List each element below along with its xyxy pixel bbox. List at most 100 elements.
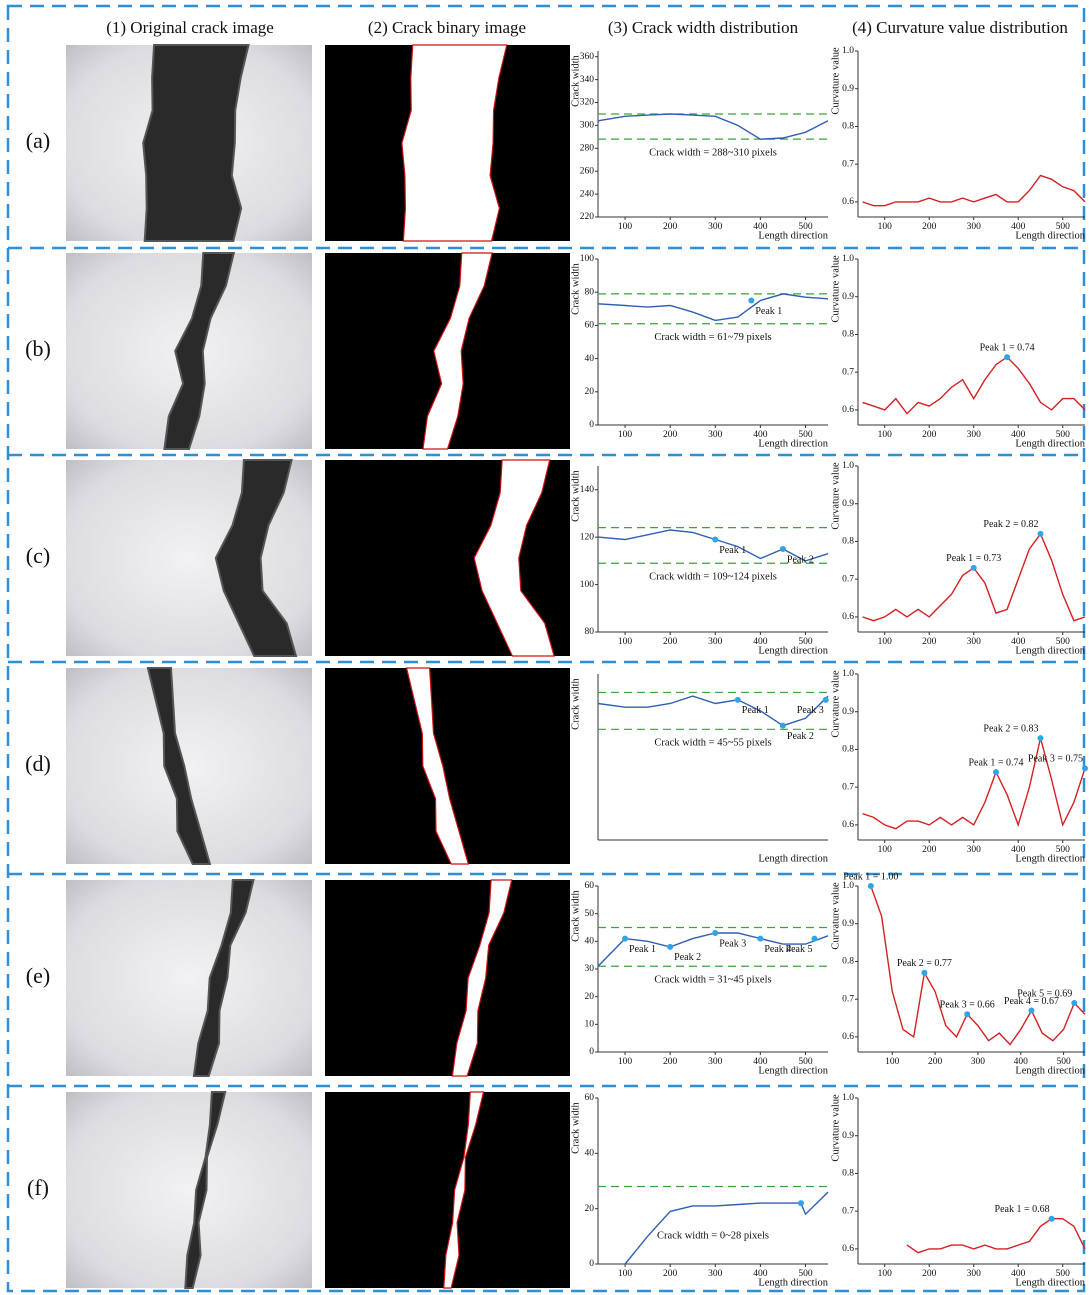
y-axis-label: Crack width [570,677,581,729]
x-tick-label: 400 [1011,845,1026,855]
x-tick-label: 100 [885,1057,900,1067]
peak-marker [921,969,928,976]
y-axis-label: Curvature value [830,670,841,738]
peak-label: Peak 1 = 1.00 [843,871,898,882]
x-tick-label: 400 [753,1269,768,1279]
crack-photo-crack [192,879,255,1077]
x-tick-label: 200 [663,637,678,647]
y-tick-label: 0.6 [842,405,854,415]
y-axis-label: Crack width [570,54,581,106]
x-tick-label: 400 [1011,637,1026,647]
binary-image [325,880,570,1076]
y-tick-label: 0.7 [842,994,854,1004]
peak-marker [757,935,764,942]
y-tick-label: 0.9 [842,84,854,94]
x-tick-label: 200 [663,1269,678,1279]
y-tick-label: 80 [585,287,595,297]
peak-marker [1048,1215,1055,1222]
x-axis-label: Length direction [758,230,828,241]
y-tick-label: 50 [585,909,595,919]
x-tick-label: 300 [967,222,982,232]
y-tick-label: 0.7 [842,1206,854,1216]
x-tick-label: 500 [1056,430,1071,440]
x-axis-label: Length direction [758,645,828,656]
y-tick-label: 1.0 [842,46,854,56]
x-tick-label: 100 [618,1057,633,1067]
x-axis-label: Length direction [1015,230,1085,241]
annotation: Crack width = 31~45 pixels [654,975,771,986]
peak-marker [970,564,977,571]
crack-photo-crack [146,667,212,865]
y-tick-label: 220 [580,212,595,222]
x-tick-label: 500 [1056,222,1071,232]
peak-label: Peak 3 = 0.66 [940,1000,995,1011]
row-label: (c) [26,543,50,568]
x-axis-label: Length direction [758,853,828,864]
y-tick-label: 120 [580,532,595,542]
peak-marker [1082,765,1088,772]
x-tick-label: 200 [922,430,937,440]
binary-crack [405,667,470,865]
binary-crack [422,252,493,450]
x-tick-label: 400 [753,1057,768,1067]
x-axis-label: Length direction [1015,1277,1085,1288]
peak-marker [1004,354,1011,361]
y-tick-label: 280 [580,143,595,153]
y-tick-label: 0.7 [842,574,854,584]
y-tick-label: 0.9 [842,707,854,717]
y-tick-label: 0.7 [842,367,854,377]
peak-marker [797,1200,804,1207]
annotation: Crack width = 45~55 pixels [654,738,771,749]
peak-marker [748,297,755,304]
peak-label: Peak 1 [742,705,769,716]
data-line [862,532,1086,622]
crack-photo [66,880,312,1076]
column-header: (1) Original crack image [106,18,274,37]
peak-marker [1037,530,1044,537]
data-line [862,174,1086,207]
x-tick-label: 300 [967,845,982,855]
x-tick-label: 300 [708,1269,723,1279]
y-tick-label: 320 [580,98,595,108]
x-tick-label: 500 [1056,1269,1071,1279]
y-axis-label: Crack width [570,469,581,521]
x-tick-label: 300 [971,1057,986,1067]
y-tick-label: 60 [585,321,595,331]
x-tick-label: 400 [753,637,768,647]
y-tick-label: 0.6 [842,197,854,207]
x-tick-label: 100 [618,222,633,232]
peak-marker [712,536,719,543]
y-tick-label: 40 [585,354,595,364]
y-tick-label: 0.9 [842,292,854,302]
x-tick-label: 100 [618,430,633,440]
y-tick-label: 60 [585,1093,595,1103]
x-tick-label: 200 [663,222,678,232]
y-tick-label: 100 [580,580,595,590]
data-line [870,885,1086,1046]
y-axis-label: Crack width [570,262,581,314]
row-label: (d) [25,751,51,776]
peak-label: Peak 1 = 0.68 [995,1204,1050,1215]
binary-crack [401,44,508,242]
x-tick-label: 400 [753,222,768,232]
peak-label: Peak 2 [787,554,814,565]
x-tick-label: 200 [663,1057,678,1067]
row-label: (b) [25,336,51,361]
y-tick-label: 1.0 [842,254,854,264]
crack-photo-crack [142,44,250,242]
x-tick-label: 500 [1056,1057,1071,1067]
peak-label: Peak 5 [786,944,813,955]
x-axis-label: Length direction [758,1065,828,1076]
binary-crack [443,1091,485,1289]
peak-label: Peak 4 [764,944,791,955]
y-axis-label: Curvature value [830,462,841,530]
peak-marker [1037,735,1044,742]
y-axis-label: Crack width [570,1101,581,1153]
x-tick-label: 200 [922,1269,937,1279]
y-tick-label: 40 [585,937,595,947]
x-tick-label: 500 [798,222,813,232]
peak-label: Peak 1 = 0.74 [980,342,1035,353]
peak-marker [712,930,719,937]
peak-marker [779,722,786,729]
x-tick-label: 100 [878,845,893,855]
